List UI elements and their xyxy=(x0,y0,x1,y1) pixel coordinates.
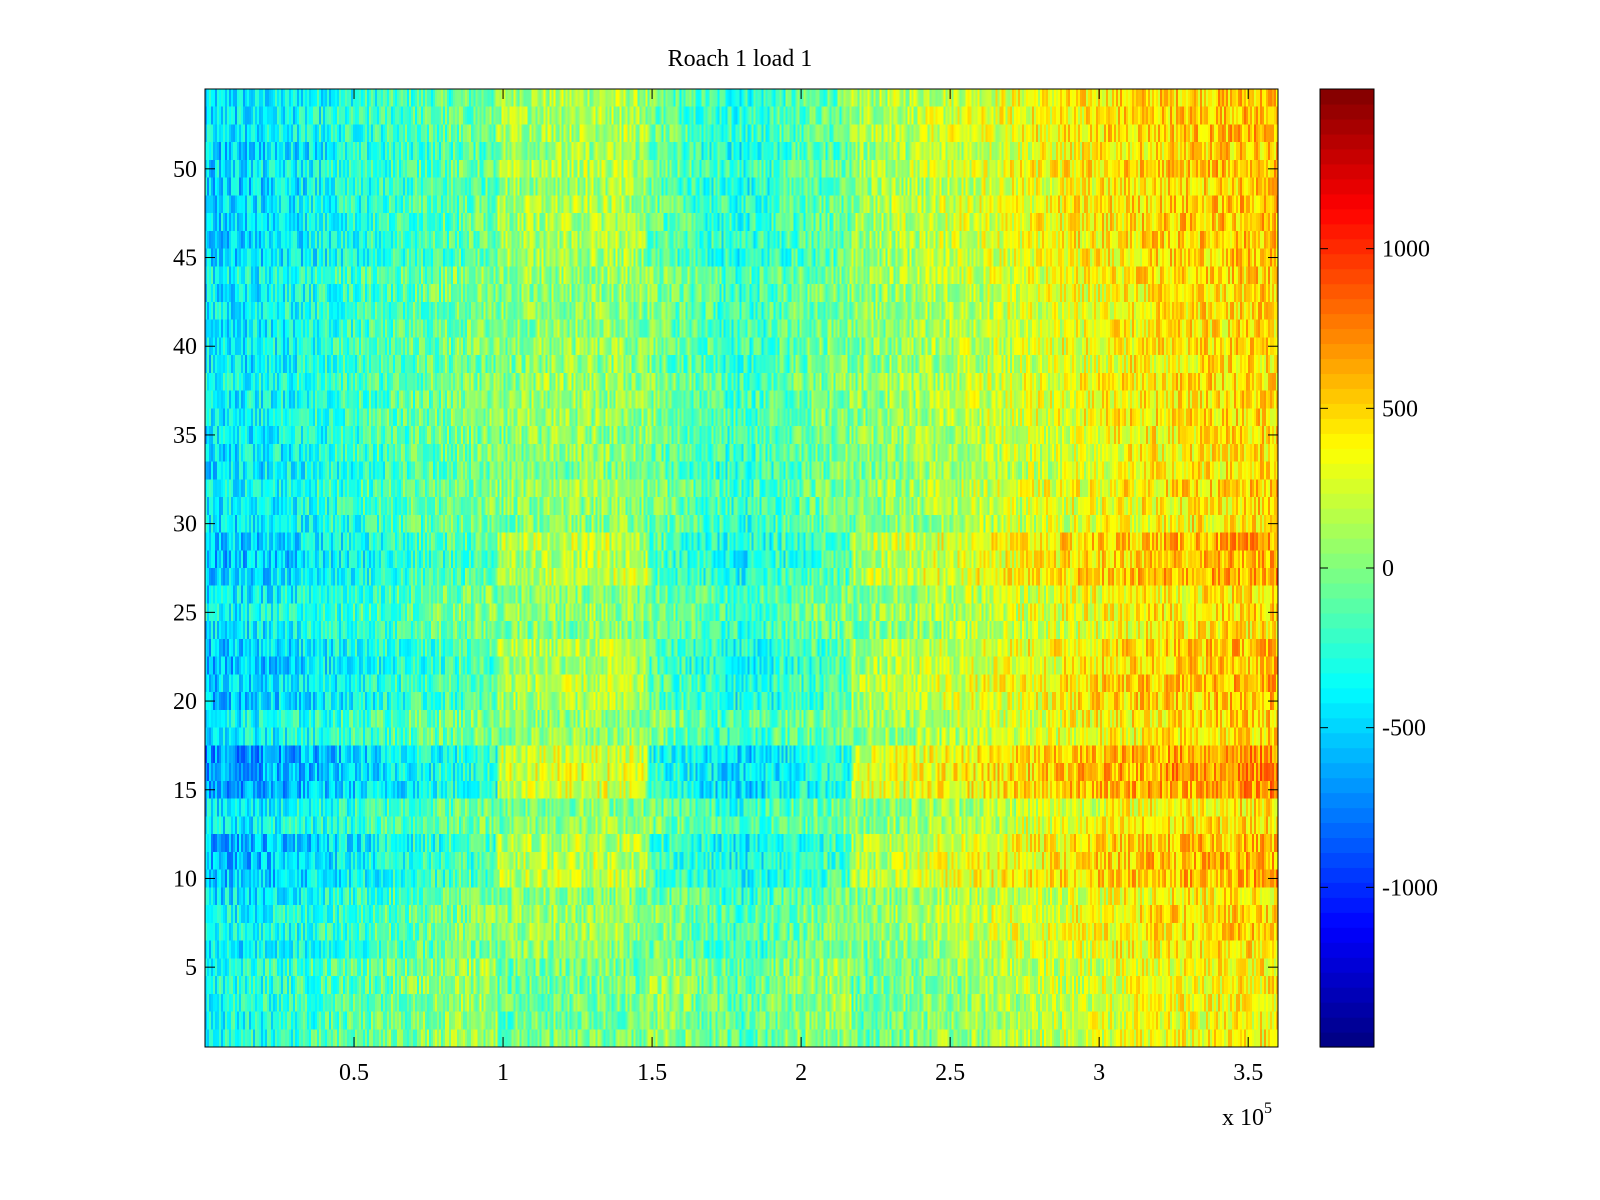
y-tick-label: 10 xyxy=(173,866,197,892)
chart-title: Roach 1 load 1 xyxy=(668,46,813,72)
colorbar-tick-label: -500 xyxy=(1382,716,1426,742)
heatmap-cells xyxy=(205,89,1278,1047)
colorbar-swatch xyxy=(1320,882,1374,898)
colorbar-swatch xyxy=(1320,762,1374,779)
colorbar-swatch xyxy=(1320,493,1374,509)
colorbar-swatch xyxy=(1320,792,1374,809)
colorbar-swatch xyxy=(1320,328,1374,345)
colorbar-swatch xyxy=(1320,418,1374,434)
colorbar-swatch xyxy=(1320,702,1374,719)
colorbar-swatch xyxy=(1320,103,1374,120)
colorbar-swatch xyxy=(1320,343,1374,360)
colorbar-tick-label: 0 xyxy=(1382,556,1394,582)
x-tick-label: 0.5 xyxy=(339,1060,369,1086)
colorbar xyxy=(1320,89,1374,1048)
colorbar-swatch xyxy=(1320,403,1374,419)
colorbar-swatch xyxy=(1320,463,1374,479)
colorbar-swatch xyxy=(1320,957,1374,973)
colorbar-swatch xyxy=(1320,223,1374,240)
x-tick-label: 3.5 xyxy=(1233,1060,1263,1086)
x-tick-label: 2.5 xyxy=(935,1060,965,1086)
colorbar-swatch xyxy=(1320,687,1374,704)
colorbar-swatch xyxy=(1320,538,1374,554)
colorbar-swatch xyxy=(1320,612,1374,629)
colorbar-swatch xyxy=(1320,298,1374,315)
colorbar-swatch xyxy=(1320,283,1374,300)
heatmap-image xyxy=(205,89,1278,1047)
colorbar-swatch xyxy=(1320,268,1374,285)
colorbar-swatch xyxy=(1320,852,1374,868)
colorbar-swatch xyxy=(1320,148,1374,165)
colorbar-swatch xyxy=(1320,133,1374,150)
colorbar-swatch xyxy=(1320,822,1374,839)
x-axis: 0.5 1 1.5 2 2.5 3 3.5 xyxy=(339,89,1263,1086)
plot-frame xyxy=(204,88,1279,1048)
colorbar-swatch xyxy=(1320,972,1374,988)
colorbar-swatch xyxy=(1320,582,1374,599)
y-tick-label: 30 xyxy=(173,512,197,538)
colorbar-swatch xyxy=(1320,717,1374,734)
x-exponent-base: x 10 xyxy=(1222,1105,1264,1131)
x-tick-label: 1 xyxy=(497,1060,509,1086)
colorbar-swatch xyxy=(1320,448,1374,464)
colorbar-swatch xyxy=(1320,777,1374,794)
colorbar-swatch xyxy=(1320,478,1374,494)
colorbar-swatch xyxy=(1320,89,1374,105)
colorbar-swatch xyxy=(1320,568,1374,584)
colorbar-swatch xyxy=(1320,208,1374,225)
y-tick-label: 40 xyxy=(173,334,197,360)
colorbar-swatch xyxy=(1320,388,1374,404)
colorbar-swatch xyxy=(1320,178,1374,195)
y-tick-label: 20 xyxy=(173,689,197,715)
y-axis: 5 10 15 20 25 30 35 40 45 50 xyxy=(173,157,1278,981)
colorbar-swatch xyxy=(1320,118,1374,135)
colorbar-swatch xyxy=(1320,163,1374,180)
x-exponent-power: 5 xyxy=(1264,1100,1272,1117)
colorbar-swatch xyxy=(1320,627,1374,644)
y-tick-label: 35 xyxy=(173,423,197,449)
colorbar-swatch xyxy=(1320,927,1374,943)
x-axis-exponent-label: x 105 xyxy=(1222,1100,1272,1131)
colorbar-swatch xyxy=(1320,1002,1374,1018)
colorbar-swatch xyxy=(1320,238,1374,255)
colorbar-swatch xyxy=(1320,433,1374,449)
colorbar-axis: -1000 -500 0 500 1000 xyxy=(1320,237,1438,901)
colorbar-swatch xyxy=(1320,837,1374,854)
x-tick-label: 2 xyxy=(795,1060,807,1086)
y-tick-label: 15 xyxy=(173,778,197,804)
x-tick-label: 3 xyxy=(1093,1060,1105,1086)
colorbar-swatch xyxy=(1320,657,1374,674)
y-tick-label: 5 xyxy=(185,955,197,981)
colorbar-swatch xyxy=(1320,358,1374,375)
colorbar-swatch xyxy=(1320,987,1374,1003)
colorbar-swatch xyxy=(1320,523,1374,539)
colorbar-swatch xyxy=(1320,942,1374,958)
colorbar-swatch xyxy=(1320,508,1374,524)
colorbar-tick-label: 1000 xyxy=(1382,237,1430,263)
y-tick-label: 25 xyxy=(173,600,197,626)
colorbar-swatch xyxy=(1320,373,1374,389)
colorbar-swatch xyxy=(1320,597,1374,614)
colorbar-swatch xyxy=(1320,867,1374,883)
y-tick-label: 50 xyxy=(173,157,197,183)
colorbar-tick-label: 500 xyxy=(1382,396,1418,422)
colorbar-swatch xyxy=(1320,1017,1374,1033)
colorbar-swatch xyxy=(1320,732,1374,749)
colorbar-swatch xyxy=(1320,897,1374,913)
colorbar-tick-label: -1000 xyxy=(1382,875,1438,901)
colorbar-swatch xyxy=(1320,747,1374,764)
colorbar-swatch xyxy=(1320,1032,1374,1048)
colorbar-swatch xyxy=(1320,553,1374,569)
colorbar-swatch xyxy=(1320,253,1374,270)
colorbar-swatch xyxy=(1320,912,1374,928)
colorbar-swatch xyxy=(1320,193,1374,210)
colorbar-swatch xyxy=(1320,807,1374,824)
colorbar-swatch xyxy=(1320,672,1374,689)
colorbar-swatch xyxy=(1320,642,1374,659)
colorbar-swatch xyxy=(1320,313,1374,330)
x-tick-label: 1.5 xyxy=(637,1060,667,1086)
y-tick-label: 45 xyxy=(173,246,197,272)
